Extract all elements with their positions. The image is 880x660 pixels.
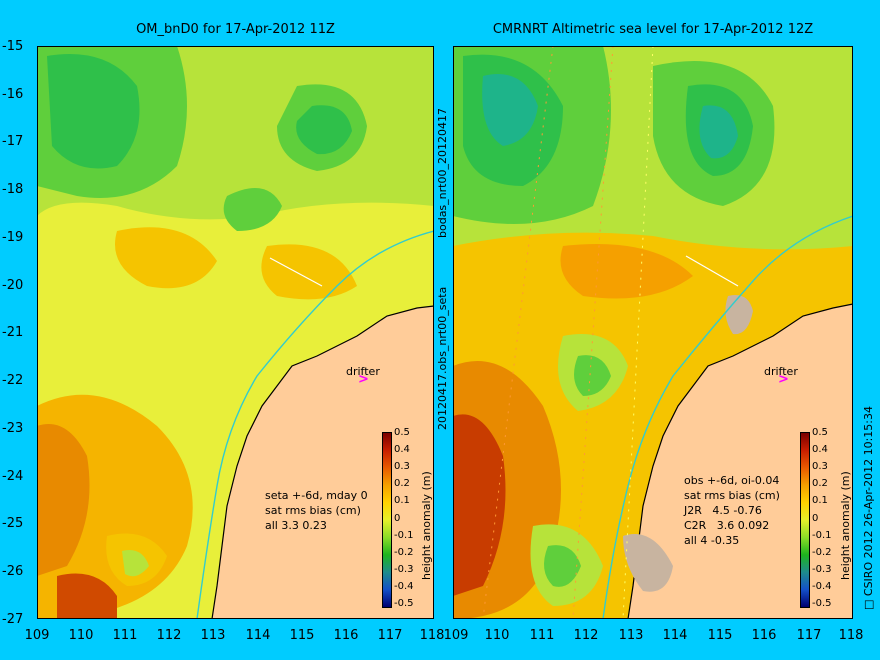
colorbar-tick: -0.4	[812, 581, 832, 592]
colorbar-tick: 0.5	[812, 427, 828, 438]
map-frame	[453, 46, 853, 619]
land-mass	[212, 306, 434, 619]
colorbar-gradient	[382, 432, 392, 608]
right-colorbar-label: height anomaly (m)	[839, 471, 852, 580]
x-tick-label: 118	[419, 628, 445, 643]
colorbar-tick: 0.4	[394, 444, 410, 455]
x-tick-label: 111	[112, 628, 138, 643]
x-tick-label: 113	[618, 628, 644, 643]
credit-timestamp: □ CSIRO 2012 26-Apr-2012 10:15:34	[862, 406, 875, 610]
colorbar-tick: -0.2	[812, 547, 832, 558]
x-tick-label: 115	[289, 628, 315, 643]
left-sea-level-map	[37, 46, 434, 619]
drifter-arrow-icon: >	[778, 372, 789, 387]
colorbar-tick: -0.4	[394, 581, 414, 592]
y-tick-label: -16	[2, 87, 24, 102]
colorbar-tick: 0.1	[812, 495, 828, 506]
right-map-title: CMRNRT Altimetric sea level for 17-Apr-2…	[492, 22, 814, 37]
map-frame	[37, 46, 434, 619]
y-tick-label: -18	[2, 182, 24, 197]
y-tick-label: -15	[2, 39, 24, 54]
y-tick-label: -23	[2, 421, 24, 436]
y-tick-label: -21	[2, 325, 24, 340]
colorbar-tick: -0.3	[812, 564, 832, 575]
x-tick-label: 117	[796, 628, 822, 643]
x-tick-label: 114	[662, 628, 688, 643]
colorbar-tick: -0.5	[812, 598, 832, 609]
colorbar-tick: 0.5	[394, 427, 410, 438]
x-tick-label: 116	[751, 628, 777, 643]
coastline-track	[602, 215, 853, 619]
colorbar-tick: -0.3	[394, 564, 414, 575]
colorbar-tick: -0.5	[394, 598, 414, 609]
colorbar-tick: 0.3	[812, 461, 828, 472]
right-sea-level-map	[453, 46, 853, 619]
x-tick-label: 113	[200, 628, 226, 643]
x-tick-label: 115	[707, 628, 733, 643]
left-stats-annotation: seta +-6d, mday 0 sat rms bias (cm) all …	[265, 489, 368, 532]
y-tick-label: -24	[2, 469, 24, 484]
x-tick-label: 117	[377, 628, 403, 643]
anomaly-contour	[699, 105, 738, 159]
colorbar-tick: -0.2	[394, 547, 414, 558]
colorbar-tick: -0.1	[812, 530, 832, 541]
left-map-title: OM_bnD0 for 17-Apr-2012 11Z	[136, 22, 335, 37]
coastline	[627, 303, 853, 619]
x-tick-label: 116	[333, 628, 359, 643]
colorbar-tick: 0.1	[394, 495, 410, 506]
x-tick-label: 112	[156, 628, 182, 643]
anomaly-contour	[296, 105, 352, 155]
x-tick-label: 114	[245, 628, 271, 643]
satellite-track	[482, 46, 554, 619]
y-tick-label: -27	[2, 612, 24, 627]
anomaly-contour	[482, 74, 538, 146]
masked-area	[623, 534, 673, 592]
anomaly-contour	[37, 424, 90, 576]
colorbar-tick: 0	[812, 513, 819, 524]
y-tick-label: -25	[2, 516, 24, 531]
colorbar-tick: 0.3	[394, 461, 410, 472]
anomaly-contour	[223, 188, 282, 231]
colorbar-tick: -0.1	[394, 530, 414, 541]
x-tick-label: 118	[838, 628, 864, 643]
y-tick-label: -22	[2, 373, 24, 388]
drifter-label: drifter	[346, 365, 380, 378]
y-tick-label: -26	[2, 564, 24, 579]
x-tick-label: 110	[484, 628, 510, 643]
run-id-label: bodas_nrt00_20120417	[436, 108, 449, 238]
anomaly-contour	[560, 244, 693, 299]
colorbar-tick: 0.2	[812, 478, 828, 489]
colorbar-tick: 0.4	[812, 444, 828, 455]
left-colorbar-label: height anomaly (m)	[420, 471, 433, 580]
section-line	[269, 257, 323, 287]
x-tick-label: 111	[529, 628, 555, 643]
drifter-arrow-icon: >	[358, 372, 369, 387]
drifter-label: drifter	[764, 365, 798, 378]
section-line	[685, 255, 739, 287]
anomaly-contour	[574, 355, 611, 396]
y-tick-label: -17	[2, 134, 24, 149]
coastline-track	[196, 230, 434, 619]
y-tick-label: -19	[2, 230, 24, 245]
anomaly-contour	[57, 573, 117, 619]
land-mass	[628, 304, 853, 619]
obs-file-label: 20120417.obs_nrt00_seta	[436, 286, 449, 430]
anomaly-contour	[544, 545, 581, 587]
colorbar-tick: 0.2	[394, 478, 410, 489]
x-tick-label: 112	[573, 628, 599, 643]
y-tick-label: -20	[2, 278, 24, 293]
x-tick-label: 110	[68, 628, 94, 643]
coastline	[211, 305, 434, 619]
x-tick-label: 109	[443, 628, 469, 643]
x-tick-label: 109	[24, 628, 50, 643]
anomaly-contour	[115, 227, 217, 289]
colorbar-gradient	[800, 432, 810, 608]
right-stats-annotation: obs +-6d, oi-0.04 sat rms bias (cm) J2R …	[684, 474, 780, 547]
colorbar-tick: 0	[394, 513, 401, 524]
anomaly-contour	[47, 54, 140, 169]
anomaly-contour	[122, 550, 149, 577]
anomaly-contour	[453, 414, 506, 596]
anomaly-contour	[261, 244, 357, 300]
